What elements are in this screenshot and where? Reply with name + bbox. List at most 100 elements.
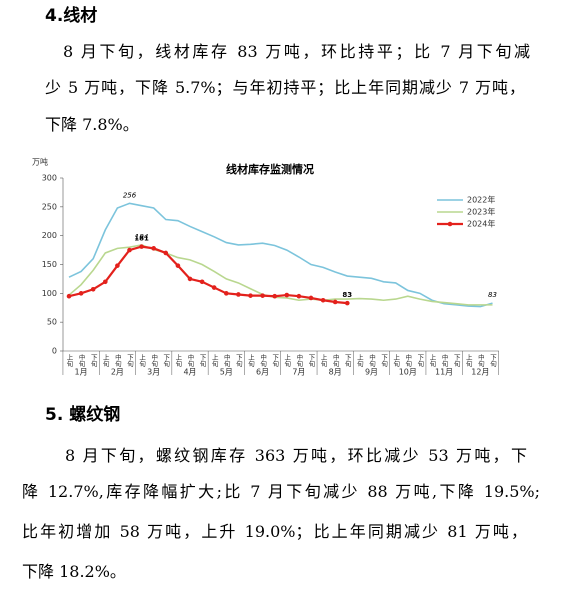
x-tick-label: 上旬 [355, 353, 363, 369]
x-tick-label: 中旬 [77, 353, 85, 369]
x-tick-label: 上旬 [283, 353, 291, 369]
x-tick-label: 中旬 [476, 353, 484, 369]
chart-title: 线材库存监测情况 [226, 162, 314, 176]
value-label: 184 [135, 233, 148, 241]
month-label: 1月 [75, 368, 88, 377]
month-label: 3月 [147, 368, 160, 377]
section-heading: 4.线材 [45, 6, 98, 26]
x-tick-label: 中旬 [113, 353, 121, 369]
x-tick-label: 下旬 [89, 354, 97, 369]
data-point [163, 250, 169, 256]
data-point [78, 291, 84, 296]
x-tick-label: 中旬 [331, 353, 339, 369]
data-point [211, 285, 217, 290]
data-point [115, 263, 120, 268]
legend-marker [447, 221, 453, 227]
paragraph-line: 比年初增加 58 万吨，上升 19.0%；比上年同期减少 81 万吨， [22, 522, 527, 541]
month-label: 12月 [471, 368, 489, 377]
section-heading: 5. 螺纹钢 [45, 405, 121, 425]
data-point [320, 297, 326, 303]
month-label: 2月 [111, 368, 124, 377]
data-point [296, 293, 302, 299]
x-tick-label: 中旬 [186, 353, 194, 369]
data-point [272, 293, 278, 299]
value-label: 83 [342, 291, 352, 299]
x-tick-label: 中旬 [440, 353, 448, 369]
x-tick-label: 中旬 [259, 353, 267, 369]
y-tick-label: 0 [52, 347, 57, 356]
month-label: 7月 [292, 368, 305, 377]
x-tick-label: 中旬 [404, 353, 412, 369]
x-tick-label: 下旬 [234, 354, 242, 369]
data-point [345, 300, 350, 306]
paragraph-line: 8 月下旬，螺纹钢库存 363 万吨，环比减少 53 万吨，下 [65, 446, 527, 465]
data-point [248, 293, 253, 298]
paragraph-line: 少 5 万吨，下降 5.7%；与年初持平；比上年同期减少 7 万吨， [45, 78, 525, 97]
value-label: 256 [123, 191, 137, 199]
paragraph-line: 8 月下旬，线材库存 83 万吨，环比持平；比 7 月下旬减 [63, 42, 530, 61]
x-tick-label: 下旬 [271, 354, 279, 369]
paragraph-line: 降 12.7%,库存降幅扩大;比 7 月下旬减少 88 万吨,下降 19.5%; [22, 482, 540, 501]
x-tick-label: 下旬 [307, 354, 315, 369]
x-tick-label: 下旬 [380, 354, 388, 369]
y-tick-label: 100 [42, 289, 57, 298]
data-point [332, 299, 338, 305]
x-tick-label: 上旬 [247, 353, 255, 369]
x-tick-label: 中旬 [368, 353, 376, 369]
value-label: 181 [134, 235, 149, 243]
legend-label: 2022年 [467, 195, 495, 205]
series-line [68, 244, 493, 306]
x-tick-label: 中旬 [222, 353, 230, 369]
data-point [103, 279, 108, 285]
y-tick-label: 300 [42, 174, 57, 183]
legend-label: 2024年 [467, 219, 495, 229]
series-line [68, 202, 493, 308]
x-tick-label: 上旬 [174, 353, 182, 369]
x-tick-label: 下旬 [416, 354, 424, 369]
month-label: 10月 [399, 368, 417, 377]
paragraph-line: 下降 18.2%。 [22, 562, 126, 581]
data-point [308, 295, 314, 301]
x-tick-label: 上旬 [464, 353, 472, 369]
paragraph-line: 下降 7.8%。 [45, 115, 139, 134]
data-point [187, 276, 193, 282]
data-point [236, 292, 241, 297]
x-tick-label: 中旬 [150, 353, 158, 369]
month-label: 9月 [365, 368, 378, 377]
y-tick-label: 250 [42, 202, 57, 211]
x-tick-label: 上旬 [392, 353, 400, 369]
data-point [199, 279, 205, 285]
x-tick-label: 上旬 [65, 353, 73, 369]
legend-label: 2023年 [467, 207, 495, 217]
data-point [224, 291, 229, 296]
x-tick-label: 上旬 [319, 353, 327, 369]
data-point [127, 247, 132, 253]
y-unit: 万吨 [32, 157, 48, 167]
x-tick-label: 下旬 [452, 354, 460, 369]
data-point [284, 292, 290, 298]
x-tick-label: 上旬 [428, 353, 436, 369]
series-line [68, 245, 348, 305]
data-point [66, 293, 72, 299]
x-tick-label: 下旬 [162, 354, 170, 369]
data-point [260, 293, 265, 298]
x-tick-label: 上旬 [101, 353, 109, 369]
value-label: 83 [488, 291, 497, 299]
y-tick-label: 150 [42, 260, 57, 269]
x-tick-label: 下旬 [126, 354, 134, 369]
month-label: 5月 [220, 368, 233, 377]
month-label: 8月 [329, 368, 342, 377]
x-tick-label: 下旬 [198, 354, 206, 369]
data-point [175, 263, 181, 268]
data-point [139, 244, 144, 249]
month-label: 4月 [183, 368, 196, 377]
month-label: 11月 [435, 368, 453, 377]
data-point [90, 286, 96, 292]
month-label: 6月 [256, 368, 269, 377]
data-point [151, 246, 156, 251]
x-tick-label: 下旬 [489, 354, 497, 369]
x-tick-label: 上旬 [138, 353, 146, 369]
y-tick-label: 50 [47, 318, 57, 327]
